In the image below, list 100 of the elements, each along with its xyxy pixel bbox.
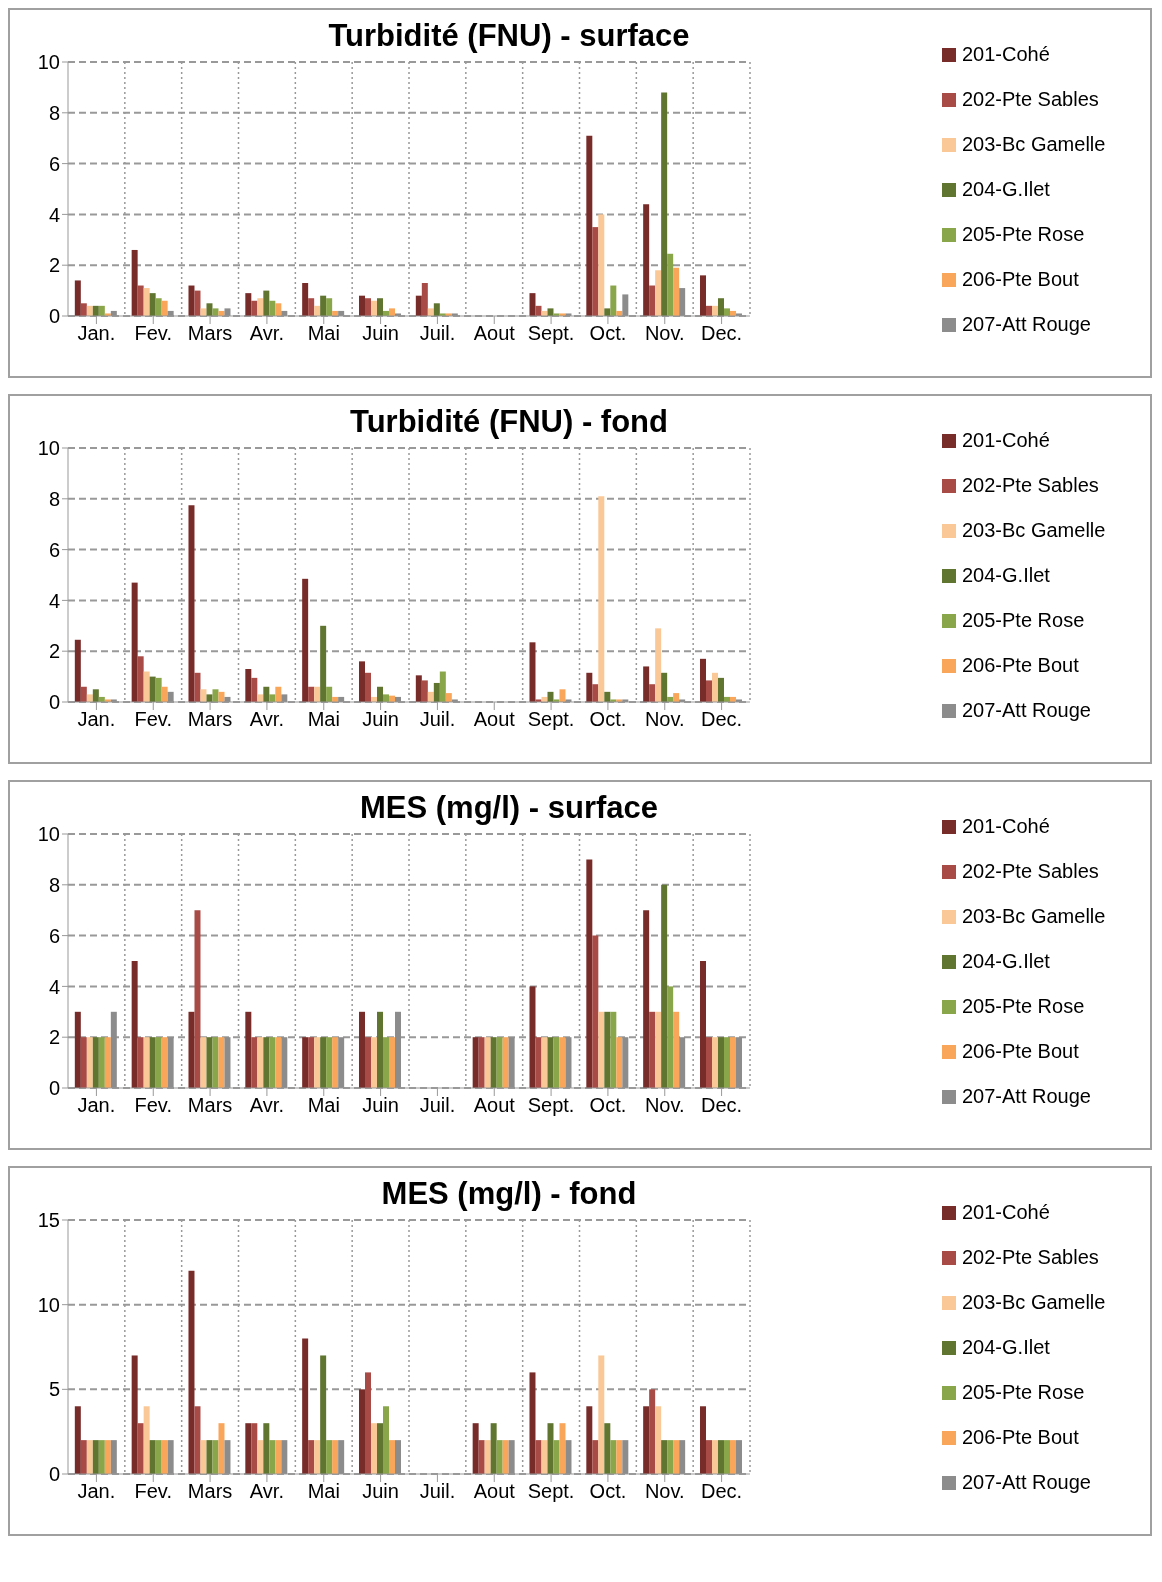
y-tick-label: 0 xyxy=(48,305,60,328)
bar xyxy=(421,680,428,702)
legend-label: 204-G.Ilet xyxy=(962,950,1050,973)
bar xyxy=(592,684,599,702)
bar xyxy=(711,1440,718,1474)
bar xyxy=(604,1011,611,1088)
bar xyxy=(245,293,252,316)
bar xyxy=(143,288,150,316)
bar xyxy=(723,308,730,316)
bar xyxy=(717,1037,724,1088)
x-tick-label: Fev. xyxy=(134,1480,172,1503)
y-tick-label: 2 xyxy=(48,1026,60,1049)
bar xyxy=(149,293,156,316)
x-tick-label: Mai xyxy=(307,322,340,345)
legend-label: 205-Pte Rose xyxy=(962,1381,1085,1404)
bar xyxy=(206,1440,213,1474)
bar xyxy=(610,1440,617,1474)
bar xyxy=(699,1406,706,1474)
x-tick-label: Dec. xyxy=(701,322,743,345)
bar xyxy=(86,1037,93,1088)
x-tick-label: Juil. xyxy=(419,1094,456,1117)
bar xyxy=(547,308,554,316)
bar xyxy=(358,1011,365,1088)
x-tick-label: Nov. xyxy=(644,708,685,731)
bar xyxy=(257,1037,264,1088)
bar xyxy=(586,1406,593,1474)
x-tick-label: Avr. xyxy=(249,1480,284,1503)
bar xyxy=(194,290,201,316)
bar xyxy=(143,1406,150,1474)
bar xyxy=(496,1037,503,1088)
bar xyxy=(161,1037,168,1088)
bar xyxy=(131,582,138,702)
bar xyxy=(717,677,724,702)
bar xyxy=(478,1440,485,1474)
bar xyxy=(364,1372,371,1474)
bar xyxy=(643,204,650,316)
legend-label: 201-Cohé xyxy=(962,43,1050,66)
bar xyxy=(194,672,201,702)
bar xyxy=(200,1037,207,1088)
bar xyxy=(251,1423,258,1474)
bar xyxy=(649,1389,656,1474)
x-tick-label: Sept. xyxy=(527,1480,575,1503)
bar xyxy=(496,1440,503,1474)
bar xyxy=(263,1423,270,1474)
bar xyxy=(541,1037,548,1088)
bar xyxy=(598,496,605,702)
bar xyxy=(729,1037,736,1088)
bar xyxy=(382,1406,389,1474)
x-tick-label: Sept. xyxy=(527,322,575,345)
bar xyxy=(643,1406,650,1474)
bar xyxy=(364,1037,371,1088)
bar xyxy=(586,672,593,702)
y-tick-label: 15 xyxy=(37,1209,60,1232)
bar xyxy=(673,267,680,316)
x-tick-label: Aout xyxy=(473,708,516,731)
y-tick-label: 8 xyxy=(48,487,60,510)
bar xyxy=(643,910,650,1088)
bar xyxy=(735,1440,742,1474)
legend-label: 203-Bc Gamelle xyxy=(962,1291,1106,1314)
bar xyxy=(616,1037,623,1088)
x-tick-label: Juin xyxy=(362,1480,399,1503)
y-tick-label: 4 xyxy=(48,589,60,612)
bar xyxy=(149,1440,156,1474)
y-tick-label: 6 xyxy=(48,152,60,175)
bar xyxy=(137,1423,144,1474)
legend-label: 206-Pte Bout xyxy=(962,268,1079,291)
bar xyxy=(472,1423,479,1474)
bar xyxy=(80,1440,87,1474)
bar xyxy=(212,308,219,316)
bar xyxy=(155,298,162,316)
legend-label: 205-Pte Rose xyxy=(962,609,1085,632)
bar xyxy=(206,1037,213,1088)
bar xyxy=(565,1037,572,1088)
x-tick-label: Aout xyxy=(473,1480,516,1503)
bar xyxy=(388,1037,395,1088)
bar xyxy=(320,1355,327,1474)
bar xyxy=(705,1037,712,1088)
y-tick-label: 10 xyxy=(37,437,60,460)
legend-label: 207-Att Rouge xyxy=(962,1471,1091,1494)
x-tick-label: Jan. xyxy=(77,322,116,345)
bar xyxy=(484,1037,491,1088)
bar xyxy=(711,672,718,702)
bar xyxy=(245,1423,252,1474)
bar xyxy=(218,1037,225,1088)
bar xyxy=(655,628,662,702)
bar xyxy=(338,1037,345,1088)
bar xyxy=(598,1355,605,1474)
bar xyxy=(212,1037,219,1088)
bar xyxy=(705,1440,712,1474)
bar xyxy=(281,1037,288,1088)
bar xyxy=(535,1440,542,1474)
bar xyxy=(586,859,593,1088)
bar xyxy=(257,298,264,316)
x-tick-label: Fev. xyxy=(134,708,172,731)
bar xyxy=(86,694,93,702)
bar xyxy=(649,285,656,316)
bar xyxy=(388,1440,395,1474)
legend-label: 205-Pte Rose xyxy=(962,995,1085,1018)
bar xyxy=(155,1037,162,1088)
y-tick-label: 10 xyxy=(37,51,60,74)
